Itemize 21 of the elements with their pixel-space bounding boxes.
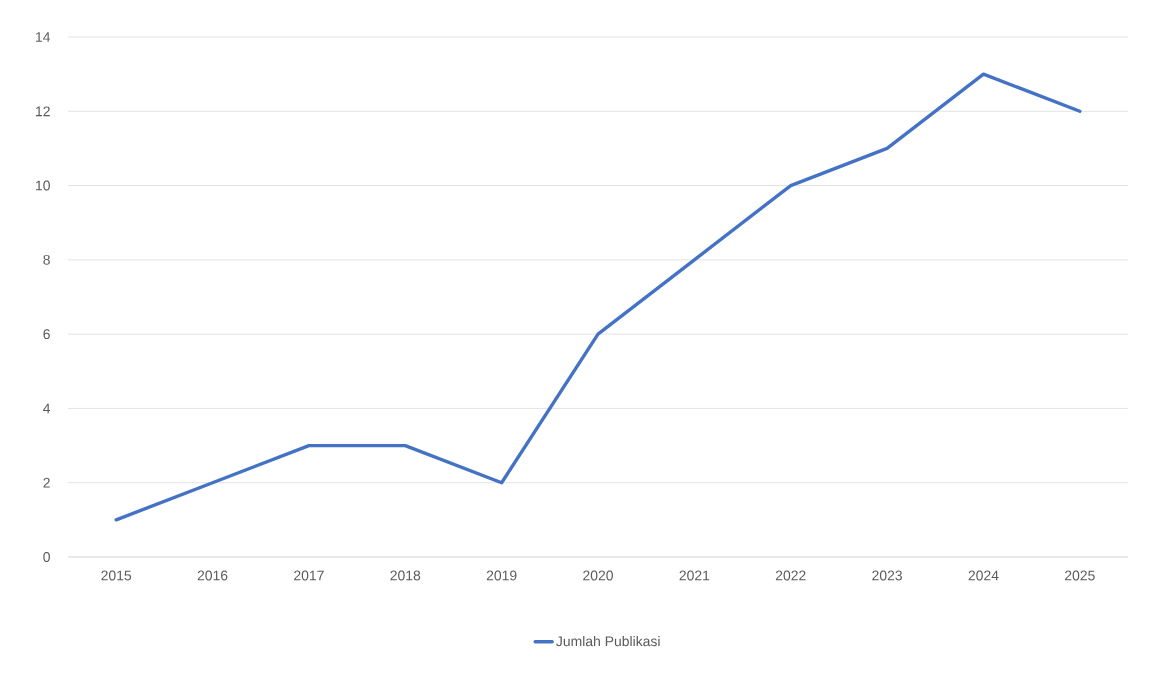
x-tick-label: 2019 <box>486 570 517 581</box>
y-tick-label: 0 <box>43 552 50 562</box>
x-tick-label: 2017 <box>294 570 324 581</box>
x-tick-label: 2025 <box>1065 570 1095 581</box>
x-tick-label: 2018 <box>390 570 421 581</box>
y-tick-label: 10 <box>36 180 50 191</box>
x-tick-label: 2024 <box>968 570 999 581</box>
y-tick-label: 14 <box>36 32 51 42</box>
y-tick-label: 2 <box>43 477 50 488</box>
x-tick-label: 2015 <box>101 570 132 581</box>
y-tick-label: 6 <box>43 329 50 340</box>
y-tick-label: 8 <box>43 254 50 265</box>
legend-label: Jumlah Publikasi <box>556 635 660 647</box>
line-series <box>114 72 1082 522</box>
x-tick-label: 2023 <box>872 570 902 581</box>
y-tick-label: 4 <box>43 403 51 414</box>
x-tick-label: 2020 <box>583 570 613 581</box>
x-tick-label: 2021 <box>679 570 710 581</box>
x-tick-label: 2016 <box>197 570 228 581</box>
y-tick-label: 12 <box>36 106 50 117</box>
x-tick-label: 2022 <box>775 570 806 581</box>
